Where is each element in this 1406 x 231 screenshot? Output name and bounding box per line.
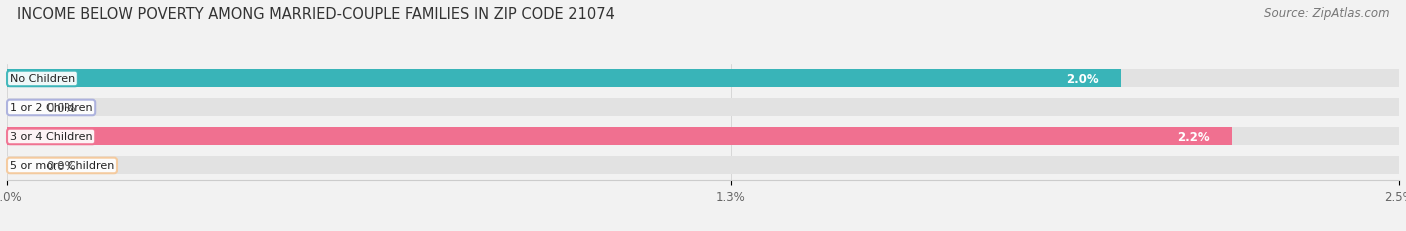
Bar	[7, 157, 1399, 175]
Bar	[7, 70, 1121, 88]
Text: No Children: No Children	[10, 74, 75, 84]
Text: 5 or more Children: 5 or more Children	[10, 161, 114, 171]
Text: 1 or 2 Children: 1 or 2 Children	[10, 103, 93, 113]
Bar	[7, 128, 1232, 146]
Bar	[7, 128, 1399, 146]
Text: INCOME BELOW POVERTY AMONG MARRIED-COUPLE FAMILIES IN ZIP CODE 21074: INCOME BELOW POVERTY AMONG MARRIED-COUPL…	[17, 7, 614, 22]
Text: 2.2%: 2.2%	[1177, 130, 1209, 143]
Text: 3 or 4 Children: 3 or 4 Children	[10, 132, 93, 142]
Text: 0.0%: 0.0%	[46, 101, 76, 115]
Bar	[7, 70, 1399, 88]
Text: Source: ZipAtlas.com: Source: ZipAtlas.com	[1264, 7, 1389, 20]
Bar	[7, 99, 1399, 117]
Text: 2.0%: 2.0%	[1066, 73, 1098, 86]
Text: 0.0%: 0.0%	[46, 159, 76, 172]
